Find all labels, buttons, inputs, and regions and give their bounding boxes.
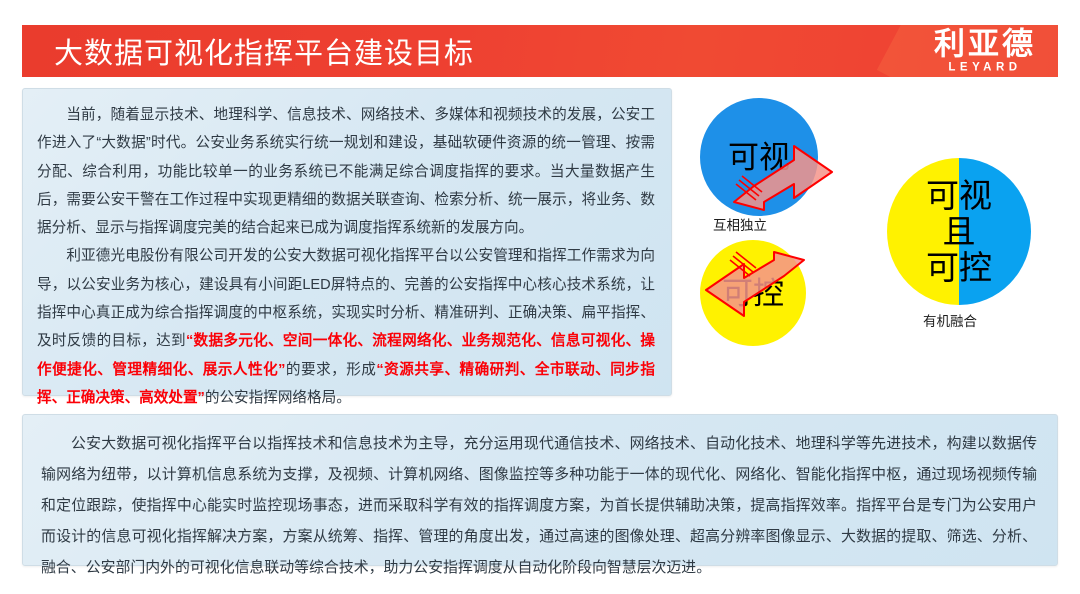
label-mutually-independent: 互相独立 xyxy=(713,218,767,233)
circle-fused-label: 可视 且 可控 xyxy=(926,176,992,286)
paragraph-2-text-c: 的公安指挥网络格局。 xyxy=(204,389,351,406)
bottom-text-panel: 公安大数据可视化指挥平台以指挥技术和信息技术为主导，充分运用现代通信技术、网络技… xyxy=(22,414,1058,576)
paragraph-2-text-a: 利亚德光电股份有限公司开发的公安大数据可视化指挥平台以公安管理和指挥工作需求为向… xyxy=(37,248,655,350)
circle-fused: 可视 且 可控 xyxy=(887,158,1031,305)
bottom-panel-paragraph: 公安大数据可视化指挥平台以指挥技术和信息技术为主导，充分运用现代通信技术、网络技… xyxy=(41,436,1037,576)
concept-diagram: 可视 互相独立 可控 可视 且 可控 有机融合 xyxy=(680,88,1058,396)
circle-visible: 可视 xyxy=(700,98,818,216)
circle-controllable: 可控 xyxy=(700,240,806,346)
label-organic-fusion: 有机融合 xyxy=(923,314,977,329)
bottom-panel-paragraph-wrap: 公安大数据可视化指挥平台以指挥技术和信息技术为主导，充分运用现代通信技术、网络技… xyxy=(23,415,1057,594)
brand-name-cn: 利亚德 xyxy=(934,26,1036,62)
paragraph-1-text: 当前，随着显示技术、地理科学、信息技术、网络技术、多媒体和视频技术的发展，公安工… xyxy=(37,107,655,237)
highlight-requirements: “数据多元化、空间一体化、流程网络化、业务规范化、信息可视化、操作便捷化、管理精… xyxy=(37,333,655,378)
circle-visible-label: 可视 xyxy=(728,139,790,175)
left-panel-paragraphs: 当前，随着显示技术、地理科学、信息技术、网络技术、多媒体和视频技术的发展，公安工… xyxy=(23,89,671,422)
page-title: 大数据可视化指挥平台建设目标 xyxy=(54,38,475,70)
left-text-panel: 当前，随着显示技术、地理科学、信息技术、网络技术、多媒体和视频技术的发展，公安工… xyxy=(22,88,672,406)
paragraph-2-text-b: 的要求，形成 xyxy=(285,361,377,378)
highlight-network-pattern: “资源共享、精确研判、全市联动、同步指挥、正确决策、高效处置” xyxy=(37,361,655,406)
circle-controllable-label: 可控 xyxy=(722,275,784,311)
brand-name-en: LEYARD xyxy=(948,61,1022,74)
header-banner: 大数据可视化指挥平台建设目标 利亚德 LEYARD xyxy=(22,25,1058,77)
brand-logo: 利亚德 LEYARD xyxy=(934,28,1036,74)
